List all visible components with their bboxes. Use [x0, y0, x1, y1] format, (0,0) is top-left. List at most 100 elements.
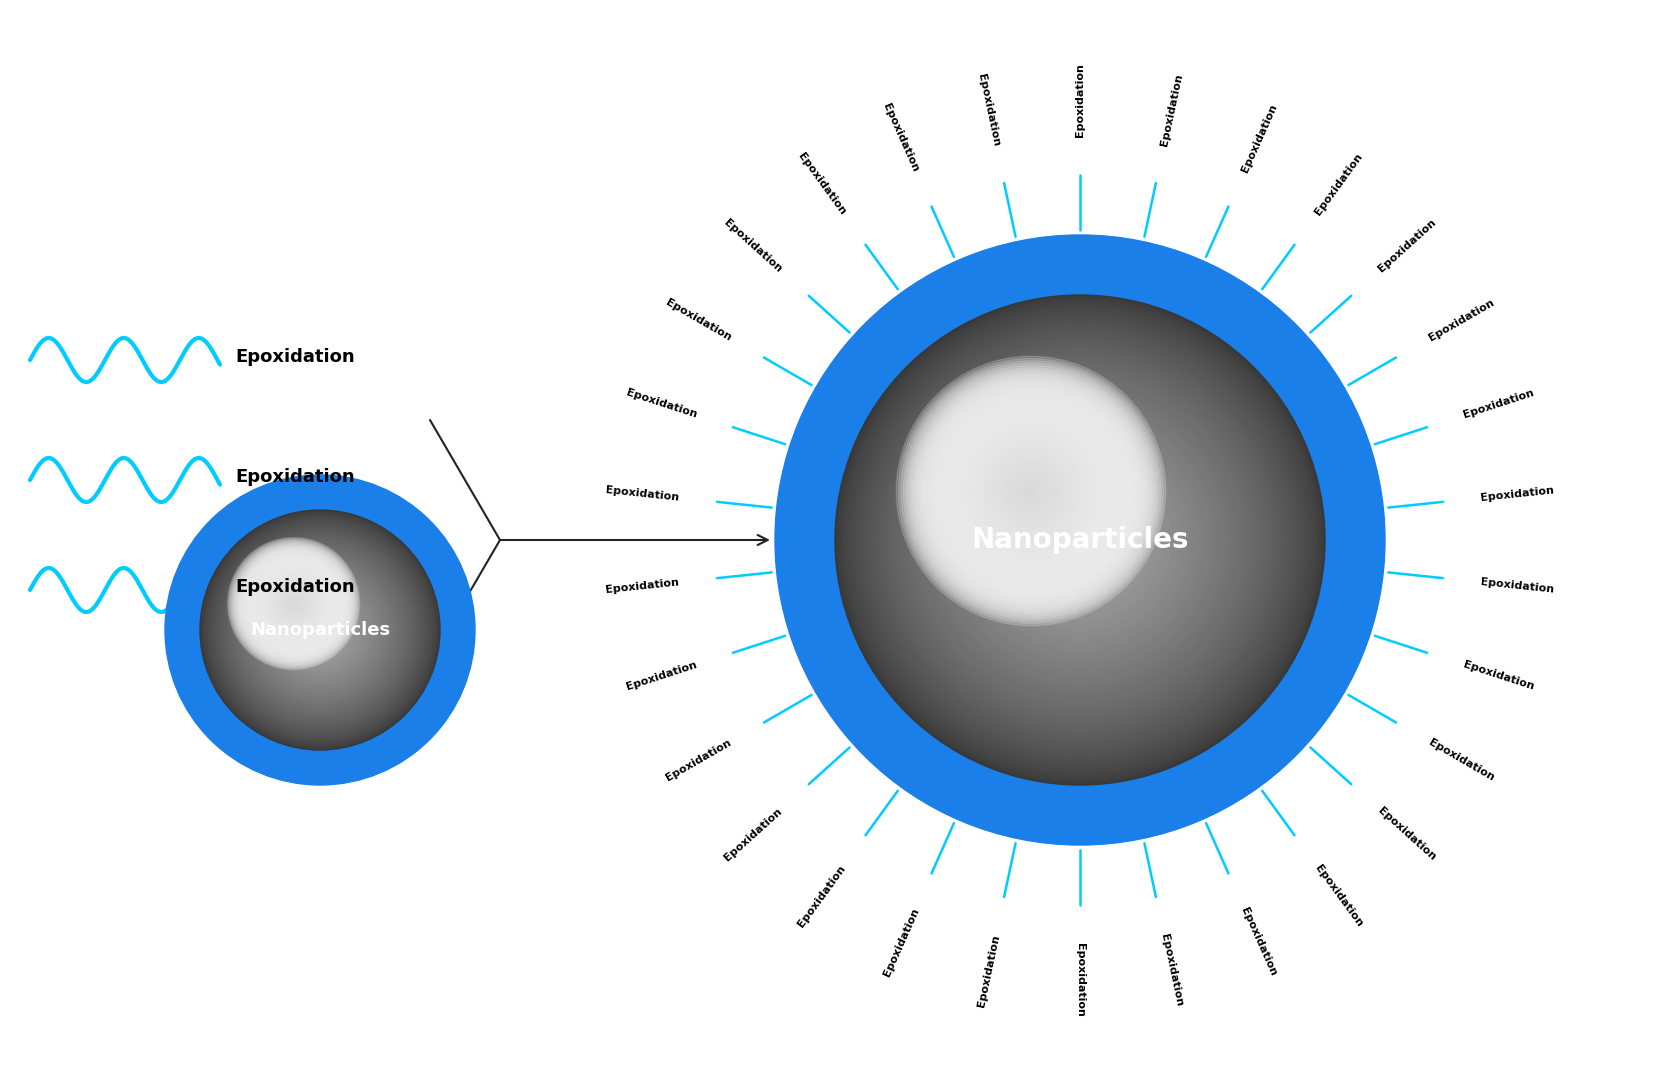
- Circle shape: [855, 315, 1305, 765]
- Circle shape: [252, 563, 388, 698]
- Circle shape: [267, 577, 321, 631]
- Circle shape: [217, 527, 423, 733]
- Circle shape: [1043, 503, 1117, 577]
- Circle shape: [925, 386, 1234, 694]
- Circle shape: [950, 410, 1211, 670]
- Text: Epoxidation: Epoxidation: [722, 806, 784, 863]
- Circle shape: [893, 353, 1266, 727]
- Circle shape: [290, 600, 349, 659]
- Circle shape: [250, 559, 391, 701]
- Circle shape: [248, 558, 391, 702]
- Circle shape: [247, 557, 393, 703]
- Circle shape: [272, 581, 316, 626]
- Circle shape: [1004, 464, 1155, 616]
- Circle shape: [233, 542, 408, 717]
- Circle shape: [1059, 519, 1101, 561]
- Circle shape: [868, 327, 1293, 753]
- Circle shape: [991, 450, 1170, 630]
- Circle shape: [289, 598, 353, 662]
- Circle shape: [232, 542, 356, 665]
- Circle shape: [935, 396, 1224, 684]
- Circle shape: [1029, 488, 1132, 592]
- Circle shape: [316, 625, 324, 634]
- Circle shape: [885, 346, 1274, 734]
- Text: Epoxidation: Epoxidation: [722, 217, 784, 274]
- Circle shape: [942, 402, 1120, 580]
- Circle shape: [233, 543, 354, 664]
- Circle shape: [290, 599, 349, 660]
- Circle shape: [965, 424, 1098, 557]
- Circle shape: [890, 350, 1271, 730]
- Text: Epoxidation: Epoxidation: [1159, 72, 1184, 147]
- Circle shape: [898, 359, 1164, 623]
- Text: Epoxidation: Epoxidation: [1239, 906, 1278, 977]
- Circle shape: [1001, 460, 1160, 620]
- Circle shape: [250, 561, 390, 700]
- Circle shape: [935, 395, 1127, 586]
- Circle shape: [965, 427, 1194, 653]
- Circle shape: [776, 235, 1385, 845]
- Circle shape: [314, 623, 326, 636]
- Text: Epoxidation: Epoxidation: [604, 485, 680, 503]
- Circle shape: [282, 592, 358, 667]
- Circle shape: [858, 318, 1303, 762]
- Circle shape: [237, 546, 351, 661]
- Circle shape: [955, 416, 1106, 566]
- Circle shape: [1068, 527, 1093, 553]
- Text: Epoxidation: Epoxidation: [1427, 297, 1496, 342]
- Circle shape: [213, 524, 426, 737]
- Text: Epoxidation: Epoxidation: [625, 660, 698, 692]
- Circle shape: [1070, 529, 1091, 551]
- Text: Epoxidation: Epoxidation: [1159, 933, 1184, 1008]
- Circle shape: [242, 552, 346, 656]
- Circle shape: [254, 565, 386, 696]
- Circle shape: [205, 515, 435, 745]
- Circle shape: [260, 570, 379, 690]
- Circle shape: [235, 544, 353, 663]
- Circle shape: [912, 372, 1247, 708]
- Circle shape: [1021, 481, 1140, 599]
- Circle shape: [254, 564, 334, 644]
- Circle shape: [238, 549, 349, 659]
- Circle shape: [307, 618, 332, 643]
- Circle shape: [1031, 490, 1130, 590]
- Circle shape: [897, 356, 1165, 625]
- Text: Epoxidation: Epoxidation: [1239, 103, 1278, 174]
- Circle shape: [928, 388, 1133, 594]
- Circle shape: [1009, 469, 1152, 611]
- Circle shape: [262, 572, 378, 688]
- Circle shape: [207, 516, 435, 744]
- Circle shape: [898, 357, 1263, 723]
- Circle shape: [1033, 492, 1127, 588]
- Circle shape: [923, 383, 1138, 598]
- Circle shape: [873, 334, 1286, 746]
- Circle shape: [979, 438, 1182, 642]
- Circle shape: [895, 355, 1264, 725]
- Circle shape: [1071, 531, 1090, 549]
- Circle shape: [853, 313, 1306, 767]
- Circle shape: [1046, 507, 1113, 573]
- Circle shape: [900, 360, 1261, 720]
- Circle shape: [259, 569, 381, 691]
- Circle shape: [279, 589, 363, 672]
- Circle shape: [1012, 473, 1147, 607]
- Circle shape: [213, 523, 426, 738]
- Circle shape: [979, 438, 1083, 543]
- Circle shape: [992, 453, 1167, 627]
- Circle shape: [240, 550, 348, 658]
- Circle shape: [264, 573, 324, 634]
- Circle shape: [235, 544, 405, 715]
- Circle shape: [272, 582, 368, 678]
- Circle shape: [880, 339, 1281, 741]
- Circle shape: [970, 430, 1190, 650]
- Circle shape: [989, 448, 1172, 632]
- Circle shape: [259, 569, 329, 638]
- Circle shape: [930, 390, 1231, 690]
- Circle shape: [954, 414, 1206, 666]
- Circle shape: [1011, 471, 1150, 609]
- Text: Epoxidation: Epoxidation: [1427, 738, 1496, 783]
- Circle shape: [269, 578, 319, 630]
- Circle shape: [225, 535, 415, 726]
- Circle shape: [265, 576, 374, 685]
- Circle shape: [834, 295, 1325, 785]
